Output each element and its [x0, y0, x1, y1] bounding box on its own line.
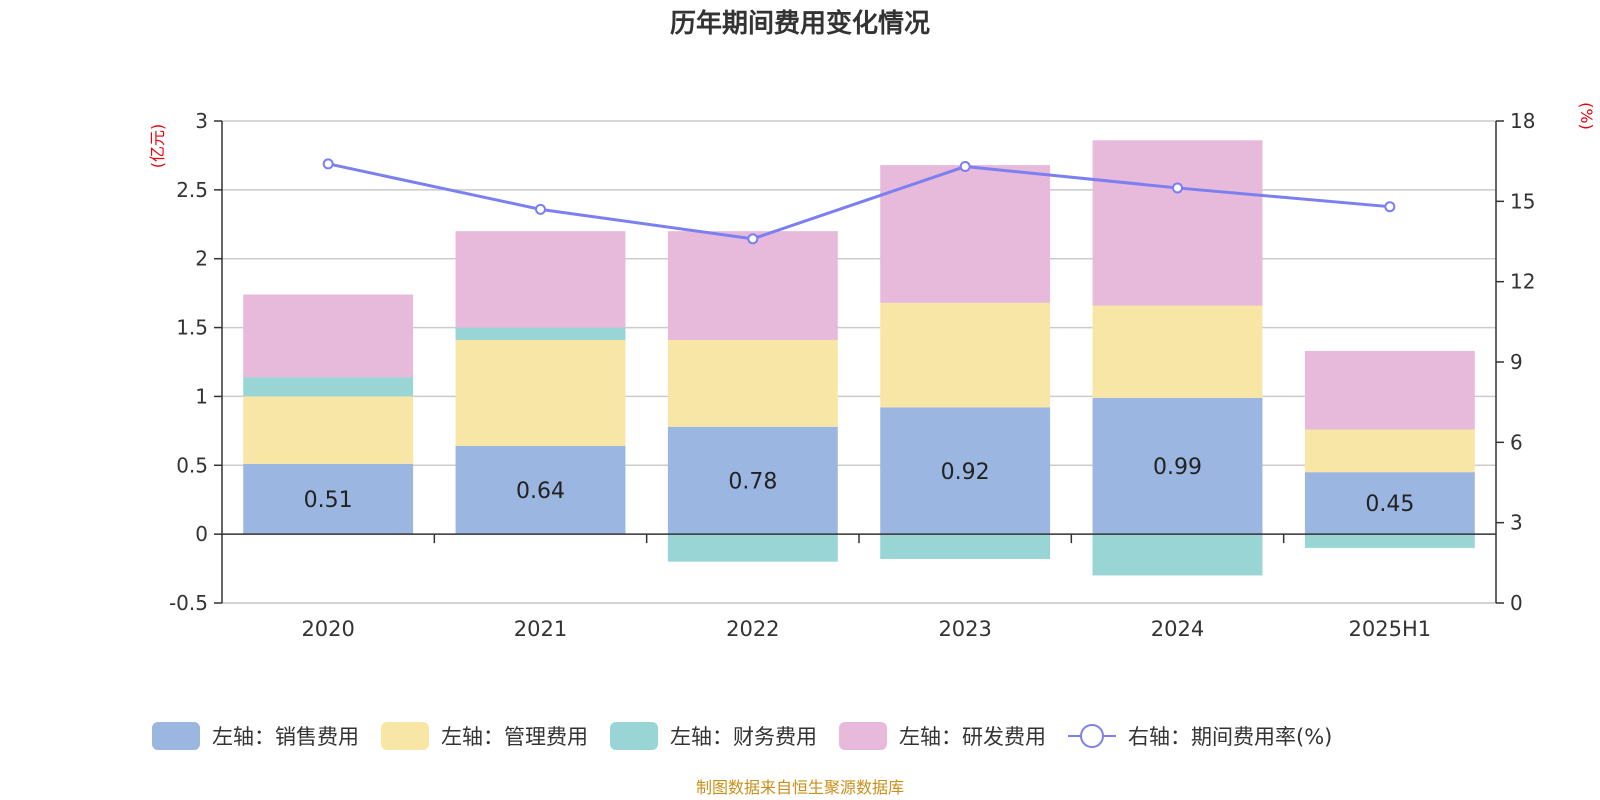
left-axis-tick-label: 0.5	[176, 453, 208, 477]
legend-label: 左轴：研发费用	[899, 725, 1046, 749]
right-axis-unit: (%)	[1577, 102, 1596, 130]
rate-point	[1172, 182, 1183, 194]
legend-label: 右轴：期间费用率(%)	[1128, 725, 1332, 749]
left-axis-tick-label: -0.5	[169, 591, 208, 615]
bar-segment-s2-c1	[455, 327, 626, 340]
legend-label: 左轴：管理费用	[441, 725, 588, 749]
x-axis-tick-label: 2024	[1151, 617, 1204, 641]
right-axis-tick-label: 9	[1510, 350, 1523, 374]
right-axis-tick-label: 15	[1510, 189, 1535, 213]
bar-segment-s3-c5	[1304, 350, 1475, 430]
legend-label: 左轴：财务费用	[670, 725, 817, 749]
legend: 左轴：销售费用 左轴：管理费用 左轴：财务费用 左轴：研发费用 右轴：期间费用率(%)	[152, 722, 1332, 750]
bar-segment-s1-c5	[1304, 429, 1475, 473]
legend-swatch	[839, 722, 887, 750]
bars	[243, 140, 1475, 576]
data-label: 0.99	[1153, 455, 1202, 480]
x-axis-tick-label: 2020	[301, 617, 354, 641]
data-label: 0.51	[304, 488, 353, 513]
left-axis-tick-label: 1	[195, 384, 208, 408]
left-axis-tick-label: 0	[195, 522, 208, 546]
grid	[222, 120, 1496, 604]
data-labels: 0.51 0.64 0.78 0.92 0.99 0.45	[304, 455, 1415, 517]
left-axis-tick-label: 3	[195, 109, 208, 133]
rate-point	[747, 233, 759, 245]
rate-line	[327, 162, 1390, 241]
left-axis-unit: (亿元)	[148, 124, 167, 169]
x-axis-tick-label: 2023	[938, 617, 991, 641]
bar-segment-s0-c2	[667, 426, 838, 535]
rate-line-series	[322, 158, 1396, 245]
legend-swatch	[381, 722, 429, 750]
bar-segment-s2-c3	[880, 534, 1051, 559]
x-axis-tick-label: 2022	[726, 617, 779, 641]
data-label: 0.92	[941, 460, 990, 485]
rate-point	[322, 158, 334, 170]
bar-segment-s3-c3	[880, 165, 1051, 303]
bar-segment-s2-c0	[243, 377, 414, 397]
chart-title: 历年期间费用变化情况	[670, 8, 930, 39]
bar-segment-s1-c0	[243, 396, 414, 464]
right-axis-tick-label: 12	[1510, 270, 1535, 294]
bar-segment-s1-c4	[1092, 305, 1263, 398]
right-axis-tick-label: 18	[1510, 109, 1535, 133]
bar-segment-s0-c5	[1304, 472, 1475, 535]
bar-segment-s2-c2	[667, 534, 838, 562]
legend-marker-icon	[1080, 724, 1104, 748]
axes: 3 2.5 2 1.5 1 0.5 0 -0.5 18 15 12 9 6 3 0 2020 2021 2022 2…	[169, 109, 1535, 641]
bar-segment-s1-c1	[455, 339, 626, 447]
data-label: 0.78	[728, 469, 777, 494]
right-axis-tick-label: 3	[1510, 511, 1523, 535]
bar-segment-s0-c0	[243, 463, 414, 535]
bar-segment-s3-c0	[243, 294, 414, 378]
bar-segment-s3-c4	[1092, 140, 1263, 306]
legend-swatch	[610, 722, 658, 750]
left-axis-tick-label: 2.5	[176, 178, 208, 202]
left-axis-tick-label: 2	[195, 247, 208, 271]
data-label: 0.45	[1365, 492, 1414, 517]
bar-segment-s0-c1	[455, 446, 626, 535]
bar-segment-s3-c2	[667, 231, 838, 340]
x-axis-tick-label: 2025H1	[1349, 617, 1432, 641]
x-axis-tick-label: 2021	[514, 617, 567, 641]
bar-segment-s2-c4	[1092, 534, 1263, 576]
rate-point	[535, 203, 546, 215]
bar-segment-s0-c3	[880, 407, 1051, 535]
bar-segment-s0-c4	[1092, 397, 1263, 535]
bar-segment-s1-c2	[667, 339, 838, 427]
right-axis-tick-label: 0	[1510, 591, 1523, 615]
rate-point	[1384, 201, 1396, 213]
left-axis-tick-label: 1.5	[176, 316, 208, 340]
source-note: 制图数据来自恒生聚源数据库	[696, 778, 904, 797]
bar-segment-s1-c3	[880, 302, 1051, 408]
legend-swatch	[152, 722, 200, 750]
right-axis-tick-label: 6	[1510, 430, 1523, 454]
bar-segment-s3-c1	[455, 231, 626, 328]
legend-label: 左轴：销售费用	[212, 725, 359, 749]
data-label: 0.64	[516, 479, 565, 504]
bar-segment-s2-c5	[1304, 534, 1475, 548]
rate-point	[959, 161, 971, 173]
